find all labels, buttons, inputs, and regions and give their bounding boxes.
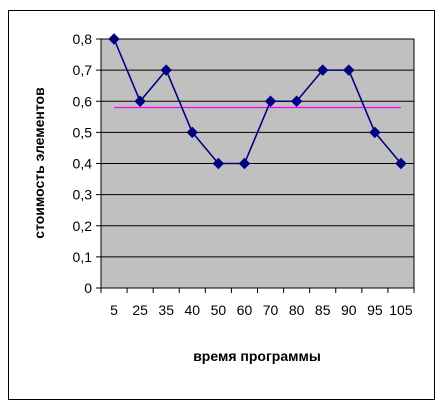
data-point [212, 157, 225, 170]
x-tick-label: 25 [132, 302, 148, 318]
y-tick-label: 0,5 [73, 124, 93, 140]
data-point [134, 95, 146, 107]
y-tick-label: 0 [84, 280, 92, 296]
y-tick-label: 0,7 [73, 62, 93, 78]
y-tick-label: 0,6 [73, 93, 93, 109]
data-point [160, 64, 172, 76]
data-point [317, 64, 329, 76]
data-point [186, 126, 198, 139]
data-point [108, 33, 120, 45]
x-axis-title: время программы [193, 348, 321, 364]
x-tick-label: 35 [158, 302, 174, 318]
data-point [369, 126, 381, 139]
x-tick-label: 50 [211, 302, 227, 318]
data-point [238, 157, 251, 170]
axes [96, 38, 415, 293]
x-tick-label: 60 [237, 302, 253, 318]
x-tick-label: 95 [367, 302, 383, 318]
series-group [108, 33, 407, 170]
data-point [343, 64, 355, 76]
x-tick-label: 5 [110, 302, 118, 318]
y-tick-label: 0,8 [73, 31, 93, 47]
x-tick-label: 105 [389, 302, 413, 318]
x-tick-label: 85 [315, 302, 331, 318]
data-point [264, 95, 277, 107]
chart-frame: 0 0,1 0,2 0,3 0,4 0,5 0,6 0,7 0,8 5 25 35 40 50 60 70 8… [8, 10, 435, 400]
line-chart: 0 0,1 0,2 0,3 0,4 0,5 0,6 0,7 0,8 5 25 35 40 50 60 70 8… [31, 31, 415, 364]
y-axis-title: стоимость элементов [31, 87, 47, 239]
x-tick-label: 40 [185, 302, 201, 318]
data-point [395, 157, 407, 170]
x-tick-label: 80 [289, 302, 305, 318]
data-point [290, 95, 303, 107]
x-tick-label: 90 [341, 302, 357, 318]
y-tick-label: 0,2 [73, 218, 93, 234]
series-line [113, 38, 402, 165]
y-tick-label: 0,3 [73, 187, 93, 203]
y-tick-labels: 0 0,1 0,2 0,3 0,4 0,5 0,6 0,7 0,8 [73, 31, 93, 296]
x-tick-labels: 5 25 35 40 50 60 70 80 85 90 95 105 [110, 302, 413, 318]
x-tick-label: 70 [263, 302, 279, 318]
y-tick-label: 0,4 [73, 156, 93, 172]
y-tick-label: 0,1 [73, 249, 93, 265]
